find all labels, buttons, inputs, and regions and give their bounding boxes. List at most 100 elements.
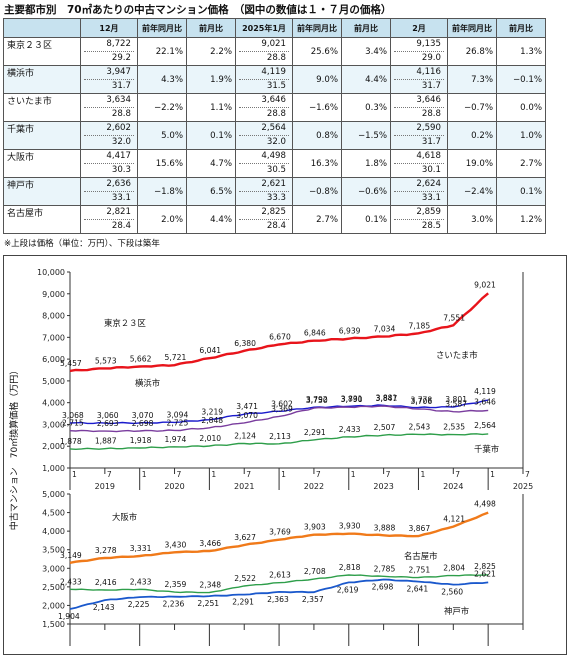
data-label: 3,471 [236,402,258,411]
yoy-change: 7.3% [447,65,497,94]
data-label: 3,219 [201,408,223,417]
period-header: 12月 [80,18,138,38]
mom-change: 1.0% [496,121,546,150]
table-row: 東京２３区 8,722 29.2 22.1% 2.2% 9,021 28.8 25.6% 3.4… [3,37,546,66]
building-age: 31.7 [421,137,441,147]
data-label: 2,543 [408,422,430,431]
data-label: 1,887 [95,437,117,446]
mom-change: 0.1% [341,205,391,234]
mom-change: 1.3% [496,37,546,66]
data-label: 4,498 [474,500,496,509]
data-label: 2,113 [269,432,291,441]
building-age: 30.1 [421,165,441,175]
x-year-label: 2020 [164,482,184,491]
mom-change: 0.3% [341,93,391,122]
price-age-cell: 9,021 28.8 [235,37,293,66]
building-age: 28.8 [111,109,131,119]
mom-change: 1.8% [341,149,391,178]
price-age-cell: 3,947 31.7 [80,65,138,94]
data-label: 2,708 [304,567,326,576]
yoy-change: 4.3% [137,65,187,94]
y-tick-label: 1,500 [42,620,65,629]
y-tick-label: 9,000 [42,290,65,299]
subheader: 前年同月比 [447,18,497,38]
price-age-cell: 2,825 28.4 [235,205,293,234]
x-year-label: 2024 [443,482,463,491]
building-age: 33.1 [111,193,131,203]
data-label: 3,792 [306,395,328,404]
price-age-cell: 3,634 28.8 [80,93,138,122]
data-label: 2,698 [132,419,154,428]
data-label: 2,143 [93,603,115,612]
building-age: 28.8 [266,109,286,119]
data-label: 2,359 [165,580,187,589]
building-age: 29.2 [111,53,131,63]
data-label: 3,430 [165,540,187,549]
price-value: 2,624 [394,178,444,192]
yoy-change: 25.6% [292,37,342,66]
subheader: 前年同月比 [137,18,187,38]
table-row: 大阪市 4,417 30.3 15.6% 4.7% 4,498 30.5 16.3% 1.8% 4… [3,149,546,178]
data-label: 5,721 [165,353,187,362]
x-tick-label: 1 [420,470,425,479]
mom-change: 0.1% [496,177,546,206]
data-label: 2,291 [232,598,254,607]
yoy-change: 19.0% [447,149,497,178]
data-label: 2,725 [167,418,189,427]
x-tick-label: 7 [177,470,182,479]
y-tick-label: 4,000 [42,399,65,408]
data-label: 3,769 [269,528,291,537]
building-age: 28.5 [421,221,441,231]
data-label: 4,121 [443,515,465,524]
page-title: 主要都市別 70㎡あたりの中古マンション価格 （図中の数値は１・７月の価格） [4,4,392,16]
data-label: 2,507 [374,423,396,432]
data-label: 3,706 [410,397,432,406]
data-label: 9,021 [474,280,496,289]
data-label: 2,804 [443,564,465,573]
yoy-change: 5.0% [137,121,187,150]
mom-change: 3.4% [341,37,391,66]
data-label: 2,433 [339,425,361,434]
price-value: 2,564 [239,122,289,136]
price-age-cell: 4,119 31.5 [235,65,293,94]
data-label: 3,466 [199,539,221,548]
yoy-change: −2.4% [447,177,497,206]
mom-change: 1.2% [496,205,546,234]
building-age: 30.3 [111,165,131,175]
series-line-名古屋市 [69,574,489,594]
mom-change: 2.2% [186,37,236,66]
header-city-blank [3,18,81,38]
building-age: 31.5 [266,81,286,91]
mom-change: 4.7% [186,149,236,178]
data-label: 3,278 [95,546,117,555]
data-label: 2,535 [443,423,465,432]
price-value: 4,498 [239,150,289,164]
city-name: 名古屋市 [3,205,81,234]
building-age: 31.7 [421,81,441,91]
y-tick-label: 2,000 [42,442,65,451]
x-tick-label: 1 [72,470,77,479]
data-label: 2,416 [95,578,117,587]
price-value: 2,821 [84,206,134,220]
city-name: 横浜市 [3,65,81,94]
price-age-cell: 2,859 28.5 [390,205,448,234]
y-tick-label: 8,000 [42,312,65,321]
y-tick-label: 7,000 [42,333,65,342]
data-label: 3,903 [304,523,326,532]
data-label: 2,251 [197,599,219,608]
x-tick-label: 1 [211,470,216,479]
data-label: 3,331 [130,544,152,553]
yoy-change: 0.2% [447,121,497,150]
price-value: 2,602 [84,122,134,136]
data-label: 3,831 [341,394,363,403]
series-line-さいたま市 [69,405,489,433]
data-label: 2,848 [201,416,223,425]
x-year-label: 2019 [95,482,115,491]
series-line-千葉市 [69,433,489,451]
x-tick-label: 1 [281,470,286,479]
price-age-cell: 4,498 30.5 [235,149,293,178]
series-name-label: 名古屋市 [404,551,438,561]
mom-change: −0.1% [496,65,546,94]
price-age-cell: 9,135 29.0 [390,37,448,66]
mom-change: 1.1% [186,93,236,122]
